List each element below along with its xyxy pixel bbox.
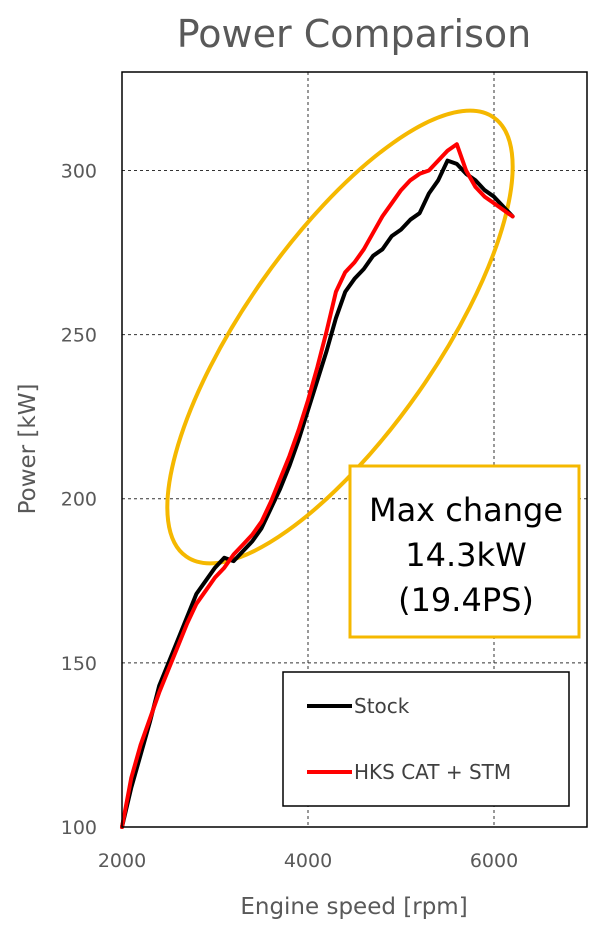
- y-tick-label: 300: [61, 160, 97, 182]
- legend-label: HKS CAT + STM: [354, 760, 511, 784]
- series-line-stock: [120, 158, 515, 829]
- tick-layer: 2000 4000 6000 100 150 200 250 300: [61, 160, 518, 872]
- annotation-text-line: (19.4PS): [398, 581, 534, 619]
- y-axis-label: Power [kW]: [15, 384, 41, 515]
- legend-frame: [282, 671, 570, 807]
- y-tick-label: 200: [61, 489, 97, 511]
- x-axis-label: Engine speed [rpm]: [240, 894, 467, 920]
- annotation-text-line: 14.3kW: [405, 536, 526, 574]
- x-tick-label: 6000: [470, 850, 518, 872]
- chart-title: Power Comparison: [177, 12, 532, 56]
- legend-label: Stock: [354, 694, 410, 718]
- plot-frame: [121, 71, 588, 828]
- y-tick-label: 250: [61, 325, 97, 347]
- series-line-hks-cat-stm: [120, 142, 515, 829]
- annotation-text-line: Max change: [369, 491, 563, 529]
- x-tick-label: 4000: [284, 850, 332, 872]
- y-tick-label: 100: [61, 817, 97, 839]
- y-tick-label: 150: [61, 653, 97, 675]
- legend: Stock HKS CAT + STM: [282, 671, 570, 807]
- highlight-ellipse: [165, 108, 515, 566]
- annotation-frame: [348, 464, 581, 639]
- annotation-box: Max change 14.3kW (19.4PS): [348, 464, 581, 639]
- series-layer: [120, 142, 515, 829]
- x-tick-label: 2000: [98, 850, 146, 872]
- highlight-layer: [165, 108, 515, 566]
